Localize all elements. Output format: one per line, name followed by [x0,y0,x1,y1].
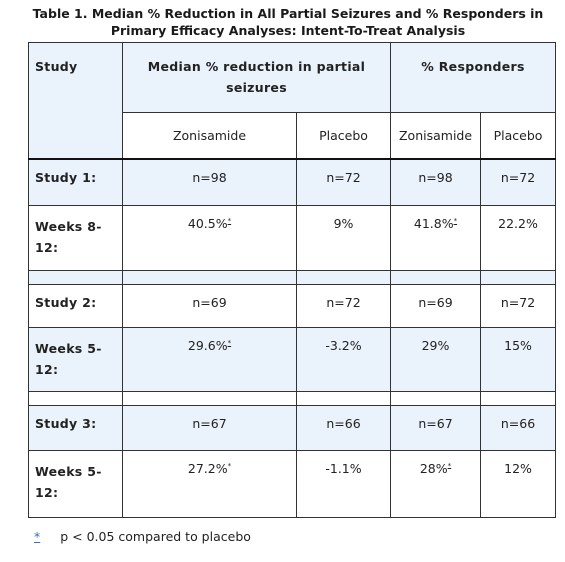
spacer-row [28,270,557,286]
table-row: Study 2: n=69 n=72 n=69 n=72 [28,284,557,328]
value-cell: -1.1% [295,449,392,518]
value-cell: 12% [480,449,557,518]
n-cell: n=66 [295,405,392,451]
n-cell: n=67 [390,405,482,451]
study-label: Study 1: [28,158,123,207]
n-cell: n=69 [390,284,482,328]
footnote: * p < 0.05 compared to placebo [34,529,251,544]
significance-marker: * [227,461,232,470]
significance-marker[interactable]: * [227,216,232,225]
n-cell: n=67 [122,405,297,451]
study-label: Study 2: [28,284,123,328]
significance-marker[interactable]: * [227,338,232,347]
table-row: Study 3: n=67 n=66 n=67 n=66 [28,405,557,451]
weeks-label: Weeks 5-12: [28,326,123,393]
n-cell: n=66 [480,405,557,451]
n-cell: n=98 [390,158,482,207]
significance-marker[interactable]: * [447,461,452,470]
header-median-reduction: Median % reduction in partial seizures [121,41,392,114]
value-cell: 28%* [390,449,482,518]
value-cell: 9% [295,204,392,272]
weeks-label: Weeks 8-12: [28,204,123,272]
weeks-label: Weeks 5-12: [28,449,123,518]
table-row: Weeks 8-12: 40.5%* 9% 41.8%* 22.2% [28,204,557,272]
footnote-marker[interactable]: * [34,529,41,544]
significance-marker[interactable]: * [453,216,458,225]
value-cell: 15% [480,326,557,393]
n-cell: n=72 [295,284,392,328]
value-cell: 29% [390,326,482,393]
value-cell: -3.2% [295,326,392,393]
n-cell: n=98 [122,158,297,207]
efficacy-table: Study Median % reduction in partial seiz… [28,41,557,518]
header-placebo-responders: Placebo [480,112,557,160]
table-row: Study 1: n=98 n=72 n=98 n=72 [28,158,557,207]
table-row: Weeks 5-12: 29.6%* -3.2% 29% 15% [28,326,557,393]
value-cell: 41.8%* [390,204,482,272]
header-responders: % Responders [390,41,557,114]
value-cell: 22.2% [480,204,557,272]
header-zonisamide-responders: Zonisamide [390,112,482,160]
n-cell: n=72 [295,158,392,207]
spacer-row [28,391,557,407]
n-cell: n=72 [480,158,557,207]
n-cell: n=69 [122,284,297,328]
value-cell: 40.5%* [122,204,297,272]
value-cell: 27.2%* [122,449,297,518]
n-cell: n=72 [480,284,557,328]
table-row: Weeks 5-12: 27.2%* -1.1% 28%* 12% [28,449,557,518]
value-cell: 29.6%* [122,326,297,393]
study-label: Study 3: [28,405,123,451]
header-zonisamide-reduction: Zonisamide [122,112,297,160]
table-caption: Table 1. Median % Reduction in All Parti… [32,6,544,38]
header-placebo-reduction: Placebo [295,112,392,160]
header-study: Study [28,42,123,160]
footnote-text: p < 0.05 compared to placebo [60,529,251,544]
